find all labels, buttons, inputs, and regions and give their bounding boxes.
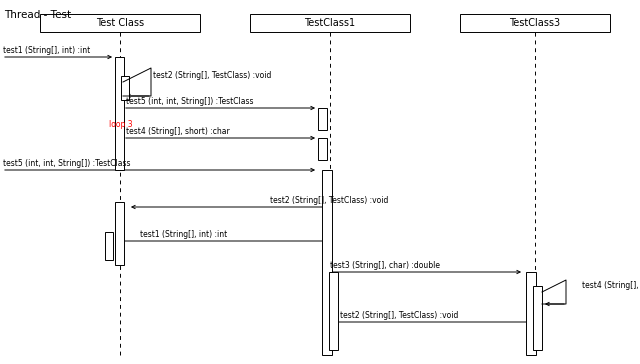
Text: test3 (String[], char) :double: test3 (String[], char) :double: [330, 261, 440, 270]
Bar: [526, 272, 536, 355]
Bar: [115, 57, 124, 170]
Text: test2 (String[], TestClass) :void: test2 (String[], TestClass) :void: [270, 196, 388, 205]
Text: test5 (int, int, String[]) :TestClass: test5 (int, int, String[]) :TestClass: [126, 97, 253, 106]
Bar: [250, 14, 410, 32]
Text: test1 (String[], int) :int: test1 (String[], int) :int: [3, 46, 90, 55]
Text: test1 (String[], int) :int: test1 (String[], int) :int: [140, 230, 227, 239]
Bar: [115, 202, 124, 265]
Bar: [40, 14, 200, 32]
Bar: [317, 108, 326, 130]
Text: TestClass3: TestClass3: [509, 18, 561, 28]
Text: test4 (String[], short) :char: test4 (String[], short) :char: [582, 281, 640, 290]
Text: test4 (String[], short) :char: test4 (String[], short) :char: [126, 127, 230, 136]
Bar: [460, 14, 610, 32]
Text: TestClass1: TestClass1: [305, 18, 356, 28]
Text: Test Class: Test Class: [96, 18, 144, 28]
Bar: [317, 138, 326, 160]
Bar: [532, 286, 541, 350]
Bar: [322, 170, 332, 355]
Bar: [121, 76, 129, 100]
Bar: [105, 232, 113, 260]
Text: test2 (String[], TestClass) :void: test2 (String[], TestClass) :void: [340, 311, 458, 320]
Text: test2 (String[], TestClass) :void: test2 (String[], TestClass) :void: [153, 71, 271, 80]
Text: test5 (int, int, String[]) :TestClass: test5 (int, int, String[]) :TestClass: [3, 159, 131, 168]
Bar: [328, 272, 337, 350]
Text: loop 3: loop 3: [109, 120, 132, 129]
Text: Thread - Test: Thread - Test: [4, 10, 71, 20]
